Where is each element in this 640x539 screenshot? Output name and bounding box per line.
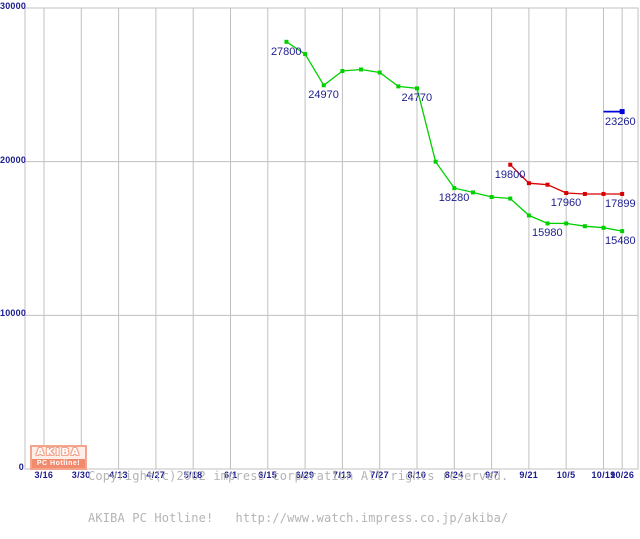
price-series-green-marker [489, 195, 494, 200]
price-series-green-value-label: 27800 [270, 45, 302, 58]
x-tick-label: 6/1 [224, 470, 238, 480]
x-tick-label: 4/13 [109, 470, 128, 480]
price-series-green-value-label: 24770 [401, 92, 433, 105]
price-series-red-marker [620, 191, 625, 196]
price-series-green-marker [452, 186, 457, 191]
x-tick-label: 7/13 [332, 470, 352, 480]
price-series-green-marker [620, 229, 625, 234]
price-series-green-value-label: 24970 [308, 89, 339, 102]
price-series-red-value-label: 17899 [605, 197, 636, 210]
x-tick-label: 3/30 [71, 470, 91, 480]
price-series-green-marker [508, 196, 513, 201]
price-series-green-marker [303, 52, 308, 57]
price-series-green-marker [433, 159, 438, 164]
price-series-green-marker [359, 67, 364, 72]
logo-subtitle: PC Hotline! [32, 459, 85, 468]
y-tick-label: 20000 [0, 154, 27, 165]
x-tick-label: 5/18 [183, 470, 203, 480]
copyright-line: Copyright(c)2002 impress corporation All… [88, 469, 509, 483]
price-series-red-marker [545, 182, 550, 187]
price-series-green-marker [545, 221, 550, 226]
price-series-green-value-label: 15980 [532, 227, 563, 240]
price-series-red-marker [582, 191, 587, 196]
plot-border [24, 7, 639, 470]
price-series-green-marker [526, 213, 531, 218]
y-tick-label: 10000 [0, 308, 27, 319]
x-tick-label: 10/5 [556, 470, 576, 480]
site-url-line: AKIBA PC Hotline! http://www.watch.impre… [88, 511, 509, 525]
price-series-green-marker [321, 83, 326, 88]
price-series-green-marker [284, 39, 289, 44]
price-series-red-value-label: 17960 [550, 197, 582, 209]
footer-credits: Copyright(c)2002 impress corporation All… [88, 441, 508, 539]
price-series-green-value-label: 15480 [605, 235, 636, 248]
price-series-green-marker [601, 225, 606, 230]
price-series-red-marker [564, 191, 569, 196]
price-series-green-marker [564, 221, 569, 226]
price-series-green-marker [340, 69, 345, 74]
x-tick-label: 9/7 [485, 470, 499, 480]
x-tick-label: 3/16 [34, 470, 54, 480]
price-series-red-marker [601, 191, 606, 196]
price-series-red-marker [526, 181, 531, 186]
price-series-green-value-label: 18280 [438, 192, 470, 205]
price-series-green-marker [377, 70, 382, 75]
price-series-red-value-label: 19800 [494, 168, 526, 181]
logo-title: AKIBA [36, 447, 81, 458]
price-series-green-marker [470, 190, 475, 195]
y-tick-label: 30000 [0, 1, 27, 11]
x-tick-label: 8/10 [407, 470, 427, 480]
price-series-red-marker [508, 162, 513, 167]
price-chart [24, 7, 639, 470]
x-tick-label: 6/29 [295, 470, 315, 480]
price-series-green-marker [582, 224, 587, 229]
y-tick-label: 0 [18, 462, 24, 472]
x-tick-label: 7/27 [370, 470, 389, 480]
price-series-blue-marker [619, 109, 625, 115]
price-series-green-marker [396, 84, 401, 89]
akiba-logo[interactable]: AKIBA PC Hotline! [30, 445, 87, 470]
x-tick-label: 10/19 [591, 470, 616, 480]
price-series-blue-value-label: 23260 [605, 115, 636, 128]
x-tick-label: 8/24 [444, 470, 464, 480]
price-series-green-marker [415, 86, 419, 91]
x-tick-label: 9/21 [519, 470, 539, 480]
x-tick-label: 4/27 [146, 470, 166, 480]
x-tick-label: 10/26 [610, 470, 635, 480]
x-tick-label: 6/15 [258, 470, 278, 480]
